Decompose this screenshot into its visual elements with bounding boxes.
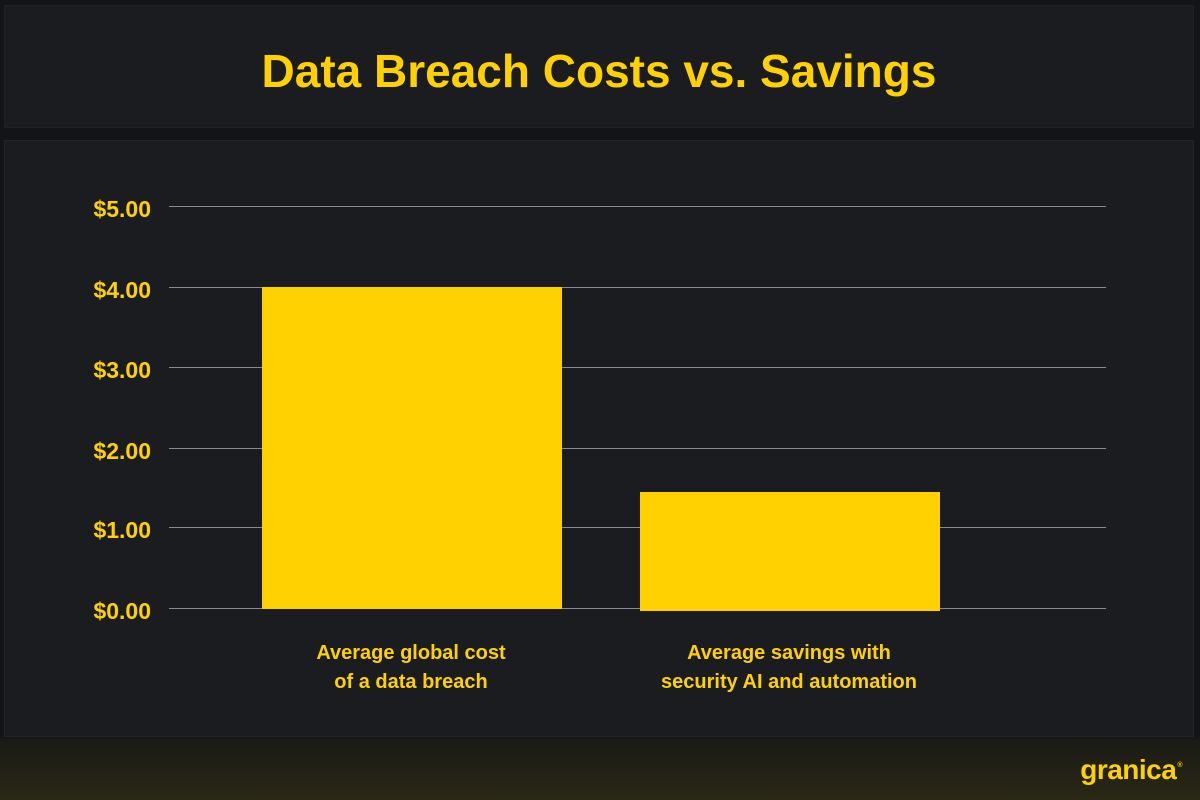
y-tick-label: $5.00 <box>93 196 151 222</box>
y-tick-label: $3.00 <box>93 357 151 383</box>
y-tick-label: $0.00 <box>93 598 151 624</box>
gridline-0 <box>169 608 1106 609</box>
x-label-line: Average savings with <box>687 642 891 664</box>
gridline-4 <box>169 287 1106 288</box>
y-tick-label: $2.00 <box>93 438 151 464</box>
x-label-line: of a data breach <box>334 671 488 693</box>
y-tick-label: $1.00 <box>93 517 151 543</box>
gridline-2 <box>169 448 1106 449</box>
registered-mark: ® <box>1177 762 1182 769</box>
y-tick-label: $4.00 <box>93 277 151 303</box>
gridline-1 <box>169 527 1106 528</box>
title-panel: Data Breach Costs vs. Savings <box>4 5 1194 128</box>
x-label-line: Average global cost <box>316 642 506 664</box>
x-label-breach-cost: Average global cost of a data breach <box>231 639 591 697</box>
chart-panel: $5.00 $4.00 $3.00 $2.00 $1.00 $0.00 Aver… <box>4 140 1194 737</box>
x-label-line: security AI and automation <box>661 671 917 693</box>
bar-breach-cost <box>262 287 562 609</box>
granica-logo: granica® <box>1080 754 1182 786</box>
logo-text: granica <box>1080 754 1177 785</box>
gridline-3 <box>169 367 1106 368</box>
gridline-5 <box>169 206 1106 207</box>
x-label-ai-savings: Average savings with security AI and aut… <box>609 639 969 697</box>
chart-title: Data Breach Costs vs. Savings <box>261 44 937 97</box>
bar-ai-savings <box>640 492 940 611</box>
